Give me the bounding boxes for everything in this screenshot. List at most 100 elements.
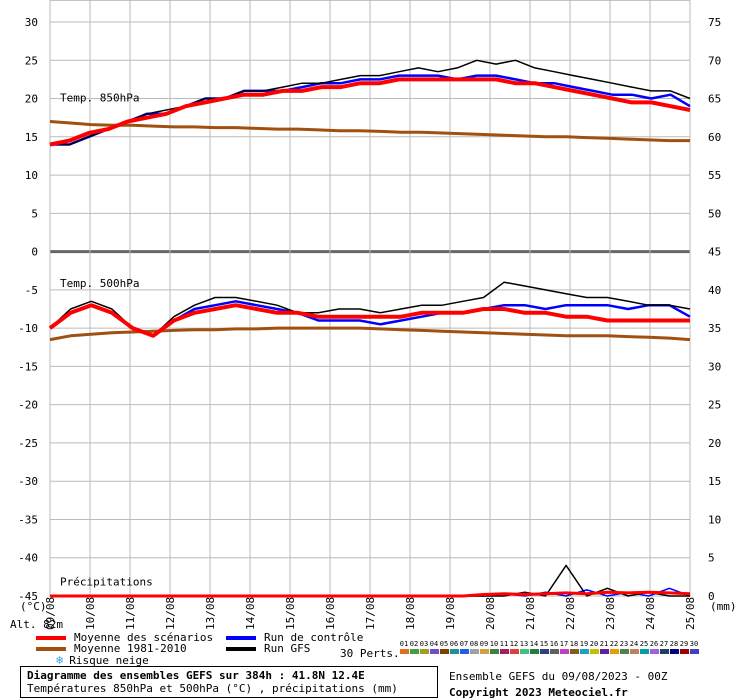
perturbation-20: 20 (589, 640, 599, 654)
legend-snow: ❄ Risque neige (36, 653, 149, 667)
perturbation-swatch (519, 649, 529, 654)
x-tick-label: 12/08 (164, 597, 177, 630)
perturbation-number: 28 (669, 640, 679, 648)
right-tick-label: 75 (708, 16, 721, 29)
perturbation-swatch (499, 649, 509, 654)
perturbation-number: 13 (519, 640, 529, 648)
perturbation-number: 20 (589, 640, 599, 648)
x-tick-label: 24/08 (644, 597, 657, 630)
left-axis-unit: (°C) (20, 600, 47, 613)
perturbation-number: 21 (599, 640, 609, 648)
perturbation-number: 24 (629, 640, 639, 648)
legend-gfs-swatch (226, 646, 256, 651)
right-tick-label: 20 (708, 437, 721, 450)
perturbation-number: 23 (619, 640, 629, 648)
perturbation-number: 11 (499, 640, 509, 648)
perturbation-swatch (559, 649, 569, 654)
perturbation-swatch (689, 649, 699, 654)
perturbation-02: 02 (409, 640, 419, 654)
perturbation-number: 03 (419, 640, 429, 648)
left-tick-label: 30 (25, 16, 38, 29)
perturbation-number: 04 (429, 640, 439, 648)
legend-climate-label: Moyenne 1981-2010 (74, 642, 187, 655)
left-tick-label: -5 (25, 284, 38, 297)
perturbation-swatch (679, 649, 689, 654)
legend-perts: 30 Perts. (340, 647, 400, 660)
perturbation-swatch (579, 649, 589, 654)
perturbation-swatch (399, 649, 409, 654)
legend-control-swatch (226, 635, 256, 640)
x-tick-label: 17/08 (364, 597, 377, 630)
perturbation-14: 14 (529, 640, 539, 654)
perturbation-07: 07 (459, 640, 469, 654)
perturbation-number: 22 (609, 640, 619, 648)
perturbation-swatch (529, 649, 539, 654)
perturbation-swatch (449, 649, 459, 654)
perturbation-number: 29 (679, 640, 689, 648)
footer-title-box: Diagramme des ensembles GEFS sur 384h : … (20, 666, 438, 698)
x-tick-label: 23/08 (604, 597, 617, 630)
left-tick-label: 15 (25, 131, 38, 144)
perturbation-number: 08 (469, 640, 479, 648)
legend-snow-label: Risque neige (69, 653, 149, 667)
right-tick-label: 60 (708, 131, 721, 144)
perturbation-swatch (479, 649, 489, 654)
left-tick-label: 10 (25, 169, 38, 182)
series-line-precip (50, 590, 691, 598)
x-tick-label: 15/08 (284, 597, 297, 630)
legend-mean: Moyenne des scénarios (36, 631, 213, 644)
x-tick-label: 19/08 (444, 597, 457, 630)
perturbation-number: 01 (399, 640, 409, 648)
perturbation-number: 27 (659, 640, 669, 648)
x-tick-label: 10/08 (84, 597, 97, 630)
perturbation-swatch (649, 649, 659, 654)
right-tick-label: 25 (708, 399, 721, 412)
perturbation-22: 22 (609, 640, 619, 654)
series-line-t850 (50, 59, 691, 146)
perturbation-26: 26 (649, 640, 659, 654)
left-tick-label: -45 (18, 590, 38, 603)
x-tick-label: 16/08 (324, 597, 337, 630)
right-tick-label: 70 (708, 54, 721, 67)
x-tick-label: 14/08 (244, 597, 257, 630)
perturbation-08: 08 (469, 640, 479, 654)
perturbation-11: 11 (499, 640, 509, 654)
perturbation-number: 18 (569, 640, 579, 648)
x-tick-label: 11/08 (124, 597, 137, 630)
perturbation-03: 03 (419, 640, 429, 654)
perturbation-29: 29 (679, 640, 689, 654)
perturbation-swatch (439, 649, 449, 654)
perturbation-number: 07 (459, 640, 469, 648)
perturbation-swatch (639, 649, 649, 654)
perturbation-swatch (619, 649, 629, 654)
perturbation-04: 04 (429, 640, 439, 654)
right-tick-label: 55 (708, 169, 721, 182)
perturbation-10: 10 (489, 640, 499, 654)
series-line-t500 (48, 303, 690, 338)
perturbation-swatch (599, 649, 609, 654)
perturbation-number: 10 (489, 640, 499, 648)
perturbation-number: 26 (649, 640, 659, 648)
right-tick-label: 50 (708, 207, 721, 220)
perturbation-number: 16 (549, 640, 559, 648)
copyright: Copyright 2023 Meteociel.fr (449, 686, 628, 699)
legend-climate: Moyenne 1981-2010 (36, 642, 187, 655)
perturbation-27: 27 (659, 640, 669, 654)
perturbation-09: 09 (479, 640, 489, 654)
legend-climate-swatch (36, 646, 66, 651)
legend-mean-label: Moyenne des scénarios (74, 631, 214, 644)
left-tick-label: -30 (18, 475, 38, 488)
left-tick-label: -20 (18, 399, 38, 412)
perturbation-swatch (629, 649, 639, 654)
perturbation-number: 14 (529, 640, 539, 648)
perturbation-swatch (459, 649, 469, 654)
perturbation-19: 19 (579, 640, 589, 654)
legend-control-label: Run de contrôle (264, 631, 364, 644)
perturbation-28: 28 (669, 640, 679, 654)
left-tick-label: -10 (18, 322, 38, 335)
x-tick-label: 22/08 (564, 597, 577, 630)
x-tick-label: 18/08 (404, 597, 417, 630)
footer-subtitle: Températures 850hPa et 500hPa (°C) , pré… (27, 682, 398, 695)
ensemble-chart: 302520151050-5-10-15-20-25-30-35-40-4575… (18, 0, 737, 630)
perturbation-swatch (469, 649, 479, 654)
